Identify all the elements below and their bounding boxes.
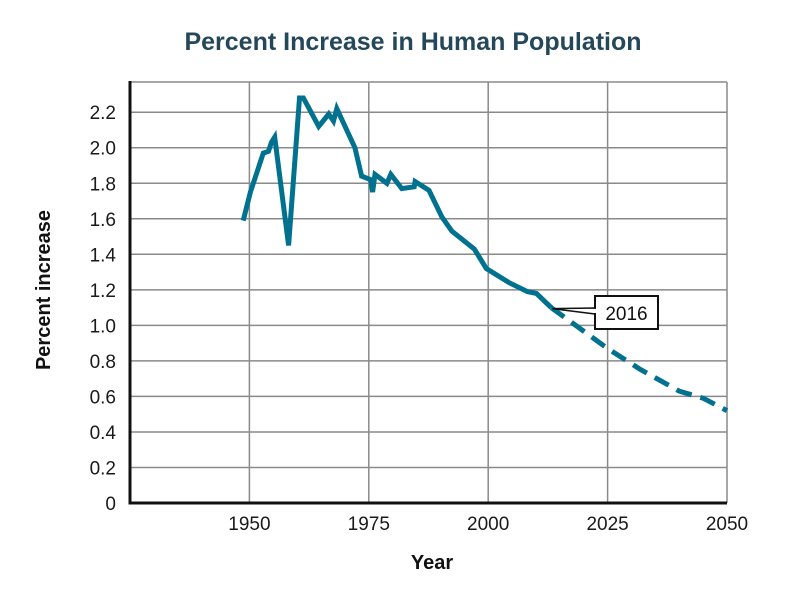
callout-label: 2016: [605, 304, 647, 325]
x-tick-label: 2025: [586, 514, 628, 535]
x-tick-label: 2050: [706, 514, 748, 535]
annotations: 2016: [552, 295, 659, 330]
y-axis-label: Percent increase: [33, 210, 55, 370]
y-tick-label: 0.4: [90, 423, 117, 444]
x-axis-label: Year: [411, 552, 453, 574]
y-tick-label: 0: [105, 494, 116, 515]
x-tick-label: 1950: [228, 514, 270, 535]
x-tick-labels: 1950 1975 2000 2025 2050: [228, 514, 748, 535]
y-tick-label: 0.2: [90, 458, 116, 479]
grid: [130, 81, 728, 503]
series-lines: [240, 95, 729, 413]
projected-line: [549, 305, 729, 413]
y-tick-label: 2.0: [90, 139, 116, 160]
y-tick-label: 1.8: [90, 174, 116, 195]
y-tick-labels: 0 0.2 0.4 0.6 0.8 1.0 1.2 1.4 1.6 1.8 2.0 2.2: [90, 103, 117, 515]
x-tick-label: 1975: [348, 514, 390, 535]
y-tick-label: 0.8: [90, 352, 116, 373]
historical-line: [240, 95, 553, 310]
y-tick-label: 2.2: [90, 103, 116, 124]
y-tick-label: 1.0: [90, 316, 116, 337]
y-tick-label: 1.4: [90, 245, 117, 266]
x-tick-label: 2000: [467, 514, 509, 535]
y-tick-label: 0.6: [90, 387, 116, 408]
chart-title: Percent Increase in Human Population: [184, 28, 641, 56]
y-tick-label: 1.6: [90, 210, 116, 231]
y-tick-label: 1.2: [90, 281, 116, 302]
axes: [128, 81, 727, 505]
